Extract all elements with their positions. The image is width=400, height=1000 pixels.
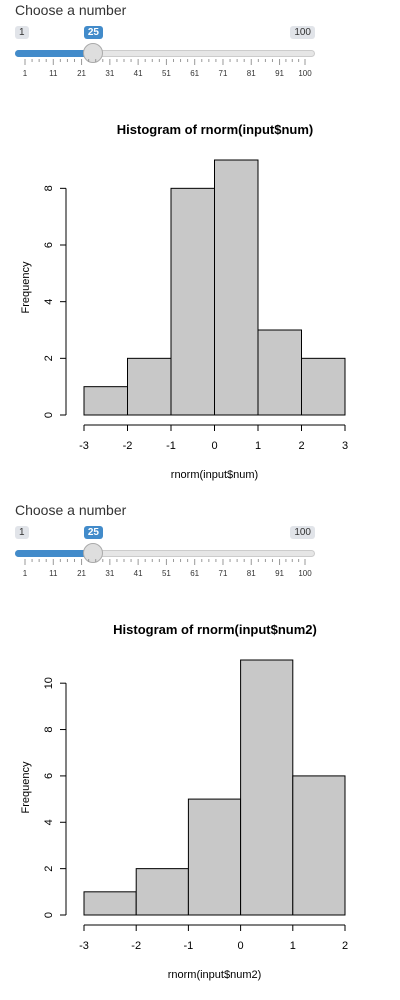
y-tick-label: 6 bbox=[43, 773, 55, 779]
x-tick-label: -3 bbox=[79, 940, 89, 952]
slider-grid-label: 11 bbox=[49, 569, 58, 578]
slider-grid-label: 11 bbox=[49, 69, 58, 78]
y-tick-label: 2 bbox=[43, 355, 55, 361]
slider-grid: 1 11 21 31 41 51 61 71 81 91 100 bbox=[23, 559, 312, 578]
y-tick-label: 6 bbox=[43, 242, 55, 248]
slider-min-label: 1 bbox=[15, 526, 29, 539]
slider-fill bbox=[15, 550, 93, 557]
x-tick-label: 2 bbox=[342, 940, 348, 952]
number-slider[interactable]: 1 25 100 1 11 21 31 41 51 61 71 81 91 100 bbox=[15, 26, 315, 78]
histogram-bar bbox=[83, 891, 137, 916]
x-tick-label: -2 bbox=[131, 940, 141, 952]
slider-value-label: 25 bbox=[83, 526, 103, 539]
x-tick-label: -3 bbox=[79, 440, 89, 452]
slider-grid-label: 71 bbox=[219, 569, 228, 578]
histogram-bar bbox=[214, 159, 259, 416]
slider-grid-label: 91 bbox=[275, 569, 284, 578]
slider-grid-label: 1 bbox=[23, 69, 28, 78]
y-tick-label: 0 bbox=[43, 912, 55, 918]
slider-grid-label: 31 bbox=[105, 69, 114, 78]
slider-value-label: 25 bbox=[83, 26, 103, 39]
slider-fill bbox=[15, 50, 93, 57]
slider-grid-label: 51 bbox=[162, 69, 171, 78]
histogram-chart: Histogram of rnorm(input$num2) -3 -2 -1 0 1 2 r… bbox=[20, 622, 348, 981]
slider-grid-label: 21 bbox=[77, 69, 86, 78]
slider-grid-label: 61 bbox=[190, 69, 199, 78]
y-tick-label: 0 bbox=[43, 412, 55, 418]
x-axis-label: rnorm(input$num) bbox=[171, 469, 258, 481]
y-tick-label: 4 bbox=[43, 819, 55, 825]
x-tick-label: 0 bbox=[238, 940, 244, 952]
x-tick-label: 1 bbox=[255, 440, 261, 452]
slider-max-label: 100 bbox=[290, 526, 315, 539]
slider-handle[interactable] bbox=[82, 43, 103, 63]
histogram-bar bbox=[240, 659, 294, 916]
histogram-bar bbox=[170, 187, 215, 416]
slider-grid-label: 91 bbox=[275, 69, 284, 78]
y-tick-label: 8 bbox=[43, 726, 55, 732]
histogram-bar bbox=[301, 357, 346, 416]
histogram-bar bbox=[135, 868, 189, 916]
chart-title: Histogram of rnorm(input$num2) bbox=[113, 622, 317, 637]
slider-grid-label: 71 bbox=[219, 69, 228, 78]
x-tick-label: 0 bbox=[211, 440, 217, 452]
chart-title: Histogram of rnorm(input$num) bbox=[117, 122, 313, 137]
y-tick-label: 2 bbox=[43, 866, 55, 872]
histogram-chart: Histogram of rnorm(input$num) -3 -2 -1 0 1 2 3 r… bbox=[20, 122, 348, 481]
slider-grid-label: 1 bbox=[23, 569, 28, 578]
histogram-bar bbox=[187, 798, 242, 916]
y-tick-label: 4 bbox=[43, 299, 55, 305]
slider-handle[interactable] bbox=[82, 543, 103, 563]
x-tick-label: 1 bbox=[290, 940, 296, 952]
x-tick-label: 3 bbox=[342, 440, 348, 452]
y-tick-label: 10 bbox=[43, 677, 55, 689]
slider-grid-label: 21 bbox=[77, 569, 86, 578]
panel-2: Choose a number 1 25 100 1 11 21 31 41 51 61 71… bbox=[0, 500, 400, 1000]
x-tick-label: 2 bbox=[298, 440, 304, 452]
x-tick-label: -1 bbox=[166, 440, 176, 452]
slider-label: Choose a number bbox=[15, 502, 127, 518]
slider-grid-label: 41 bbox=[134, 69, 143, 78]
histogram-bar bbox=[257, 329, 302, 416]
slider-grid: 1 11 21 31 41 51 61 71 81 91 100 bbox=[23, 59, 312, 78]
x-tick-label: -1 bbox=[184, 940, 194, 952]
number-slider[interactable]: 1 25 100 1 11 21 31 41 51 61 71 81 91 100 bbox=[15, 526, 315, 578]
histogram-bar bbox=[83, 386, 128, 416]
slider-grid-label: 81 bbox=[247, 569, 256, 578]
histogram-bar bbox=[127, 357, 172, 416]
x-axis-label: rnorm(input$num2) bbox=[168, 969, 262, 981]
x-tick-label: -2 bbox=[123, 440, 133, 452]
y-tick-label: 8 bbox=[43, 185, 55, 191]
panel-1: Choose a number 1 25 100 1 11 21 31 41 51 61 71… bbox=[15, 2, 348, 481]
slider-min-label: 1 bbox=[15, 26, 29, 39]
slider-label: Choose a number bbox=[15, 2, 127, 18]
y-axis-label: Frequency bbox=[20, 761, 32, 813]
slider-grid-label: 51 bbox=[162, 569, 171, 578]
slider-grid-label: 100 bbox=[298, 69, 312, 78]
slider-grid-label: 31 bbox=[105, 569, 114, 578]
slider-grid-label: 81 bbox=[247, 69, 256, 78]
slider-grid-label: 41 bbox=[134, 569, 143, 578]
y-axis-label: Frequency bbox=[20, 261, 32, 313]
histogram-bar bbox=[292, 775, 346, 916]
slider-max-label: 100 bbox=[290, 26, 315, 39]
slider-grid-label: 61 bbox=[190, 569, 199, 578]
slider-grid-label: 100 bbox=[298, 569, 312, 578]
